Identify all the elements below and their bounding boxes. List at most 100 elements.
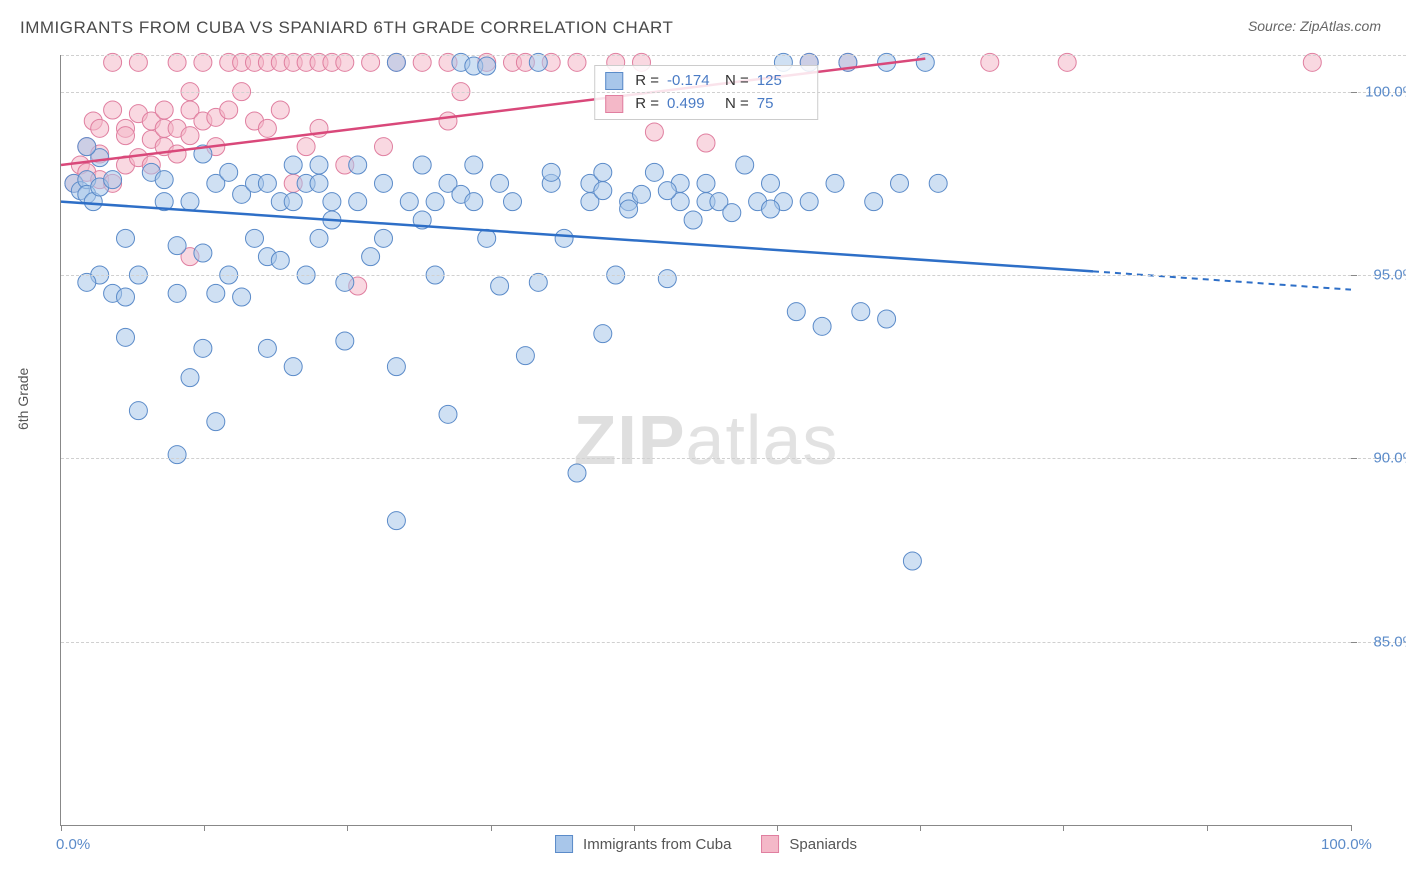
data-point <box>826 174 844 192</box>
data-point <box>155 171 173 189</box>
data-point <box>181 193 199 211</box>
data-point <box>207 284 225 302</box>
data-point <box>310 229 328 247</box>
data-point <box>891 174 909 192</box>
data-point <box>271 251 289 269</box>
x-tick <box>634 825 635 831</box>
data-point <box>594 325 612 343</box>
source-name: ZipAtlas.com <box>1300 18 1381 34</box>
data-point <box>91 119 109 137</box>
data-point <box>375 174 393 192</box>
data-point <box>220 163 238 181</box>
data-point <box>916 53 934 71</box>
data-point <box>168 53 186 71</box>
data-point <box>439 112 457 130</box>
x-tick <box>61 825 62 831</box>
r-label-b: R = <box>635 93 659 116</box>
x-tick <box>1063 825 1064 831</box>
data-point <box>258 119 276 137</box>
n-value-b: 75 <box>757 93 807 116</box>
legend-bottom: Immigrants from Cuba Spaniards <box>555 835 857 853</box>
data-point <box>762 174 780 192</box>
data-point <box>284 193 302 211</box>
source-attribution: Source: ZipAtlas.com <box>1248 18 1381 34</box>
data-point <box>400 193 418 211</box>
r-value-a: -0.174 <box>667 70 717 93</box>
data-point <box>1303 53 1321 71</box>
y-tick-label: 95.0% <box>1373 267 1406 284</box>
x-tick <box>777 825 778 831</box>
data-point <box>387 358 405 376</box>
data-point <box>349 156 367 174</box>
data-point <box>762 200 780 218</box>
data-point <box>194 53 212 71</box>
data-point <box>529 273 547 291</box>
data-point <box>491 174 509 192</box>
data-point <box>633 185 651 203</box>
data-point <box>284 156 302 174</box>
grid-line <box>61 642 1406 643</box>
data-point <box>658 270 676 288</box>
data-point <box>645 123 663 141</box>
data-point <box>516 347 534 365</box>
stats-row-a: R = -0.174 N = 125 <box>605 70 807 93</box>
data-point <box>336 332 354 350</box>
data-point <box>413 156 431 174</box>
data-point <box>929 174 947 192</box>
data-point <box>375 229 393 247</box>
data-point <box>349 193 367 211</box>
data-point <box>362 248 380 266</box>
grid-line <box>61 275 1406 276</box>
data-point <box>117 288 135 306</box>
data-point <box>787 303 805 321</box>
data-point <box>362 53 380 71</box>
data-point <box>168 237 186 255</box>
grid-line <box>61 458 1406 459</box>
data-point <box>117 229 135 247</box>
y-tick-label: 85.0% <box>1373 633 1406 650</box>
data-point <box>323 193 341 211</box>
data-point <box>129 53 147 71</box>
data-point <box>697 134 715 152</box>
y-tick <box>1351 275 1357 276</box>
data-point <box>903 552 921 570</box>
data-point <box>117 328 135 346</box>
data-point <box>181 369 199 387</box>
data-point <box>491 277 509 295</box>
data-point <box>504 193 522 211</box>
n-label-a: N = <box>725 70 749 93</box>
data-point <box>594 182 612 200</box>
legend-swatch-b-icon <box>761 835 779 853</box>
data-point <box>336 53 354 71</box>
data-point <box>375 138 393 156</box>
data-point <box>465 156 483 174</box>
r-label-a: R = <box>635 70 659 93</box>
data-point <box>981 53 999 71</box>
chart-title: IMMIGRANTS FROM CUBA VS SPANIARD 6TH GRA… <box>20 18 673 38</box>
data-point <box>594 163 612 181</box>
swatch-b-icon <box>605 95 623 113</box>
data-point <box>168 446 186 464</box>
data-point <box>439 405 457 423</box>
x-tick <box>204 825 205 831</box>
data-point <box>181 127 199 145</box>
data-point <box>1058 53 1076 71</box>
data-point <box>336 273 354 291</box>
data-point <box>194 244 212 262</box>
x-tick <box>920 825 921 831</box>
data-point <box>104 171 122 189</box>
data-point <box>104 53 122 71</box>
y-tick-label: 100.0% <box>1365 83 1406 100</box>
data-point <box>684 211 702 229</box>
x-tick <box>491 825 492 831</box>
x-tick <box>347 825 348 831</box>
data-point <box>723 204 741 222</box>
data-point <box>465 193 483 211</box>
data-point <box>117 127 135 145</box>
data-point <box>529 53 547 71</box>
legend-swatch-a-icon <box>555 835 573 853</box>
grid-line <box>61 55 1406 56</box>
data-point <box>258 174 276 192</box>
y-axis-label: 6th Grade <box>15 368 31 430</box>
data-point <box>852 303 870 321</box>
